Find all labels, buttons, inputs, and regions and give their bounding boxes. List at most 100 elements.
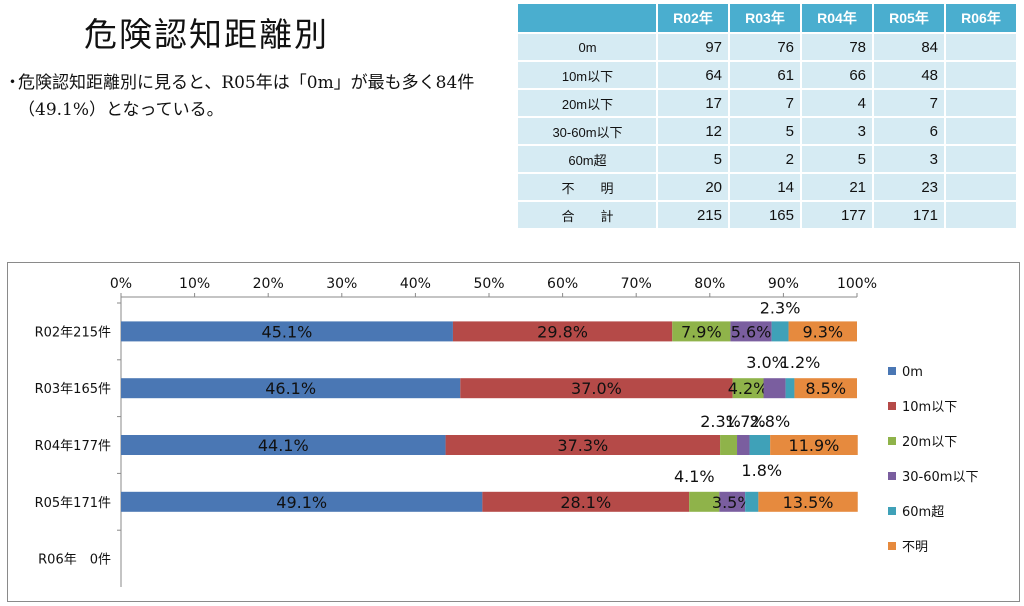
- data-label: 8.5%: [805, 379, 846, 398]
- bar-segment: [737, 435, 750, 455]
- data-label: 7.9%: [681, 322, 722, 341]
- data-label: 11.9%: [789, 436, 840, 455]
- x-tick-label: 0%: [110, 276, 132, 292]
- bar-segment: [770, 435, 858, 455]
- data-label: 44.1%: [258, 436, 309, 455]
- bar-segment: [445, 435, 721, 455]
- legend-label: 30-60m以下: [902, 470, 978, 485]
- bar-segment: [745, 491, 759, 512]
- table-cell: 7: [730, 90, 800, 116]
- table-cell: 97: [658, 34, 728, 60]
- legend-label: 10m以下: [902, 400, 957, 415]
- table-row: 20m以下 17 7 4 7: [518, 90, 1016, 116]
- table-cell: 14: [730, 174, 800, 200]
- table-cell: 78: [802, 34, 872, 60]
- table-cell: 12: [658, 118, 728, 144]
- table-cell: 2: [730, 146, 800, 172]
- table-cell: 21: [802, 174, 872, 200]
- legend-label: 60m超: [902, 505, 944, 520]
- x-tick-label: 70%: [621, 276, 652, 292]
- data-label: 49.1%: [276, 493, 327, 512]
- bar-segment: [749, 435, 771, 455]
- table-row: 不 明 20 14 21 23: [518, 174, 1016, 200]
- description: ・ 危険認知距離別に見ると、R05年は「0m」が最も多く84件（49.1%）とな…: [4, 70, 494, 124]
- bar-segment: [785, 378, 795, 399]
- table-cell: 23: [874, 174, 944, 200]
- row-header: 60m超: [518, 146, 656, 172]
- bar-segment: [689, 491, 720, 512]
- data-label: 45.1%: [262, 322, 313, 341]
- table-corner-header: [518, 4, 656, 32]
- chart-frame: 0% 10% 20% 30% 40% 50% 60% 70% 80% 90% 100% R02年215…: [7, 262, 1020, 602]
- bar-segment: [771, 321, 789, 342]
- row-header: 30-60m以下: [518, 118, 656, 144]
- table-cell: 3: [802, 118, 872, 144]
- column-header: R03年: [730, 4, 800, 32]
- x-tick-label: 20%: [253, 276, 284, 292]
- x-tick-label: 60%: [547, 276, 578, 292]
- table-row: 30-60m以下 12 5 3 6: [518, 118, 1016, 144]
- table-cell: [946, 146, 1016, 172]
- bar-segment: [720, 435, 738, 455]
- bullet: ・: [4, 73, 21, 93]
- bar-segment: [121, 435, 446, 455]
- x-tick-label: 90%: [768, 276, 799, 292]
- table-cell: 61: [730, 62, 800, 88]
- legend-swatch: [888, 437, 896, 445]
- bar-segment: [758, 491, 858, 512]
- bar-segment: [121, 491, 483, 512]
- column-header: R05年: [874, 4, 944, 32]
- table-cell: 5: [730, 118, 800, 144]
- table-cell: 215: [658, 202, 728, 228]
- y-category-label: R02年215件: [35, 325, 111, 340]
- data-label: 37.3%: [557, 436, 608, 455]
- table-cell: 177: [802, 202, 872, 228]
- data-label: 29.8%: [537, 322, 588, 341]
- x-tick-label: 50%: [473, 276, 504, 292]
- table-cell: 6: [874, 118, 944, 144]
- data-label: 3.5%: [712, 493, 753, 512]
- table-row: 10m以下 64 61 66 48: [518, 62, 1016, 88]
- table-cell: 66: [802, 62, 872, 88]
- table-cell: 5: [658, 146, 728, 172]
- data-label: 1.8%: [741, 461, 782, 480]
- data-label: 3.0%: [746, 353, 787, 372]
- bar-segment: [763, 378, 786, 399]
- table-row: 0m 97 76 78 84: [518, 34, 1016, 60]
- legend-label: 0m: [902, 365, 923, 380]
- row-header: 20m以下: [518, 90, 656, 116]
- row-header: 不 明: [518, 174, 656, 200]
- table-header-row: R02年 R03年 R04年 R05年 R06年: [518, 4, 1016, 32]
- table-cell: 4: [802, 90, 872, 116]
- table-cell: 17: [658, 90, 728, 116]
- table-cell: [946, 34, 1016, 60]
- table-cell: [946, 202, 1016, 228]
- data-label: 5.6%: [731, 322, 772, 341]
- y-category-label: R05年171件: [35, 496, 111, 511]
- table-cell: [946, 174, 1016, 200]
- x-tick-label: 80%: [694, 276, 725, 292]
- data-label: 9.3%: [802, 322, 843, 341]
- x-tick-label: 10%: [179, 276, 210, 292]
- x-tick-label: 40%: [400, 276, 431, 292]
- data-label: 1.7%: [725, 412, 766, 431]
- legend-swatch: [888, 472, 896, 480]
- legend-label: 20m以下: [902, 435, 957, 450]
- x-tick-label: 30%: [326, 276, 357, 292]
- column-header: R06年: [946, 4, 1016, 32]
- table-cell: [946, 62, 1016, 88]
- data-label: 28.1%: [560, 493, 611, 512]
- column-header: R02年: [658, 4, 728, 32]
- y-category-label: R06年 0件: [38, 553, 111, 568]
- legend-label: 不明: [902, 540, 928, 555]
- x-tick-label: 100%: [837, 276, 877, 292]
- data-label: 2.8%: [750, 412, 791, 431]
- table-cell: 5: [802, 146, 872, 172]
- row-header: 0m: [518, 34, 656, 60]
- bar-segment: [788, 321, 857, 342]
- table-cell: 64: [658, 62, 728, 88]
- description-text: 危険認知距離別に見ると、R05年は「0m」が最も多く84件（49.1%）となって…: [18, 73, 475, 120]
- bar-segment: [121, 378, 461, 399]
- data-label: 2.3%: [760, 298, 801, 317]
- stacked-bar-chart: 0% 10% 20% 30% 40% 50% 60% 70% 80% 90% 100% R02年215…: [35, 276, 978, 587]
